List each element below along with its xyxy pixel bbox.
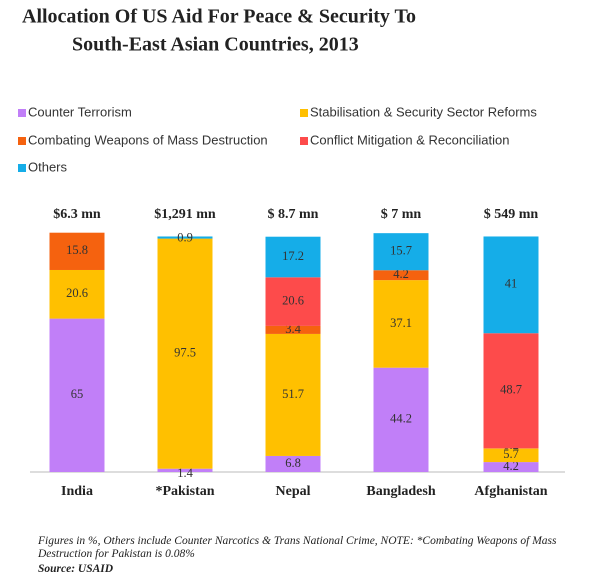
data-label: 1.4 [177, 466, 193, 480]
bar-segment [373, 270, 429, 281]
legend-label: Combating Weapons of Mass Destruction [28, 132, 268, 147]
data-label: 4.2 [503, 459, 519, 473]
chart-title: Allocation Of US Aid For Peace & Securit… [22, 6, 416, 28]
x-tick-label: *Pakistan [155, 484, 214, 499]
data-label: 15.8 [66, 243, 88, 257]
bar-segment [265, 236, 321, 278]
x-tick-label: India [61, 484, 93, 499]
bar-total-label: $6.3 mn [53, 207, 101, 222]
bar-segment [157, 236, 213, 239]
legend-swatch [18, 137, 26, 145]
bar-segment [265, 455, 321, 472]
legend-swatch [300, 109, 308, 117]
note: Figures in %, Others include Counter Nar… [38, 535, 557, 560]
bar-total-label: $ 549 mn [484, 207, 539, 222]
bar-total-label: $ 8.7 mn [268, 207, 319, 222]
data-label: 37.1 [390, 316, 412, 330]
data-label: 0.9 [177, 230, 193, 244]
bar-segment [157, 468, 213, 472]
data-label: 97.5 [174, 346, 196, 360]
data-label: 44.2 [390, 412, 412, 426]
legend-swatch [18, 109, 26, 117]
bar-segment [373, 280, 429, 368]
bar-segment [157, 238, 213, 469]
data-label: 15.7 [390, 244, 412, 258]
bar-segment [483, 448, 539, 463]
data-label: 48.7 [500, 383, 522, 397]
x-tick-label: Bangladesh [366, 484, 435, 499]
bar-total-label: $ 7 mn [381, 207, 422, 222]
legend-label: Others [28, 159, 68, 174]
data-label: 5.7 [503, 447, 519, 461]
legend-swatch [300, 137, 308, 145]
data-label: 65 [71, 387, 84, 401]
chart-title: South-East Asian Countries, 2013 [72, 34, 359, 56]
legend-swatch [18, 164, 26, 172]
bar-segment [265, 325, 321, 334]
legend-label: Conflict Mitigation & Reconciliation [310, 132, 509, 147]
data-label: 41 [505, 277, 518, 291]
bar-segment [483, 333, 539, 449]
bar-segment [483, 462, 539, 472]
bar-segment [483, 236, 539, 334]
x-tick-label: Nepal [276, 484, 311, 499]
data-label: 4.2 [393, 267, 409, 281]
bar-total-label: $1,291 mn [154, 207, 216, 222]
source: Source: USAID [38, 563, 114, 575]
legend-label: Stabilisation & Security Sector Reforms [310, 104, 537, 119]
legend-label: Counter Terrorism [28, 104, 132, 119]
data-label: 20.6 [66, 286, 88, 300]
bar-segment [265, 333, 321, 456]
data-label: 6.8 [285, 456, 301, 470]
bar-segment [265, 277, 321, 326]
data-label: 51.7 [282, 387, 304, 401]
data-label: 17.2 [282, 249, 304, 263]
bar-segment [49, 269, 105, 319]
bar-segment [373, 233, 429, 271]
x-tick-label: Afghanistan [474, 484, 547, 499]
bar-segment [49, 318, 105, 472]
bar-segment [49, 232, 105, 270]
bar-segment [373, 367, 429, 472]
data-label: 20.6 [282, 293, 304, 307]
